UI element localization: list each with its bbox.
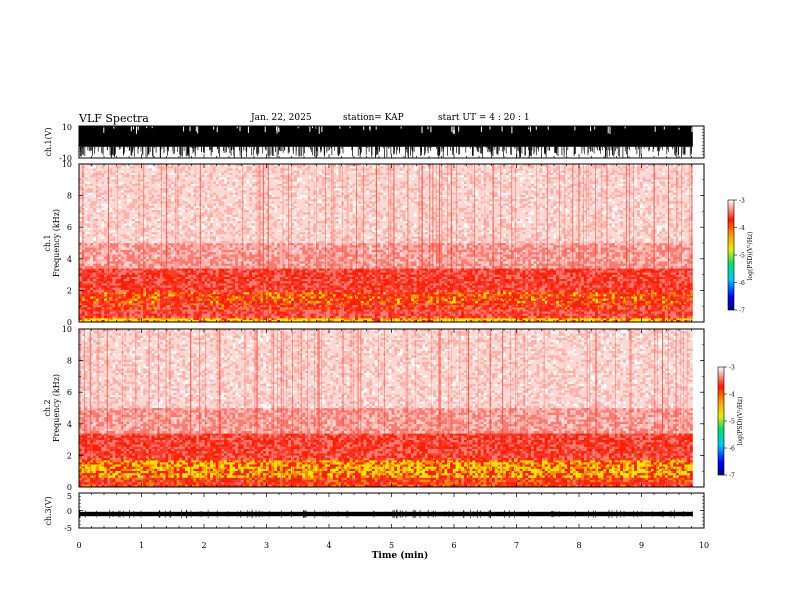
ch1-spectrogram-panel: 0 2 4 6 8 10 ch.1 Frequency (kHz) xyxy=(43,160,705,327)
time-tick-2: 2 xyxy=(201,541,206,550)
ch1-spectrogram-ytick-2: 2 xyxy=(67,286,72,295)
ch1-spectrogram-image xyxy=(79,164,705,323)
ch2-spectrogram-ytick-6: 6 xyxy=(67,388,72,397)
ch1-ytick-top: 10 xyxy=(62,123,72,132)
ch1-spectrogram-ytick-8: 8 xyxy=(67,192,72,201)
time-tick-3: 3 xyxy=(264,541,269,550)
ch1-colorbar: -3 -4 -5 -6 -7 log(PSD)(V²/Hz) xyxy=(727,198,754,315)
cb2ticks-label--3: -3 xyxy=(729,365,735,372)
ch2-spectrogram-ytick-0: 0 xyxy=(67,483,72,492)
time-tick-0: 0 xyxy=(76,541,81,550)
time-tick-1: 1 xyxy=(139,541,144,550)
time-tick-9: 9 xyxy=(639,541,644,550)
ch1-spectrogram-ylabel: Frequency (kHz) xyxy=(52,209,61,277)
ch2-spectrogram-ylabel: Frequency (kHz) xyxy=(52,374,61,442)
ch1-waveform-trace xyxy=(79,126,693,158)
ch2-spectrogram-ytick-8: 8 xyxy=(67,357,72,366)
ch2-spectrogram-image xyxy=(79,329,705,488)
header-start-time: start UT = 4 : 20 : 1 xyxy=(438,113,530,123)
time-tick-6: 6 xyxy=(451,541,456,550)
ch1-spectrogram-ytick-0: 0 xyxy=(67,318,72,327)
ch2-colorbar: -3 -4 -5 -6 -7 log(PSD)(V²/Hz) xyxy=(717,365,744,480)
time-axis-label: Time (min) xyxy=(372,550,429,561)
ch1-colorbar-ticks: -3 -4 -5 -6 -7 xyxy=(734,198,745,315)
ch3-waveform-trace xyxy=(79,509,693,519)
cb2ticks-label--4: -4 xyxy=(729,392,735,399)
ch2-colorbar-label: log(PSD)(V²/Hz) xyxy=(737,397,744,446)
time-tick-7: 7 xyxy=(514,541,519,550)
ch1-waveform-ticks xyxy=(78,125,705,159)
ch1-waveform-ylabel: ch.1(V) xyxy=(44,127,53,156)
time-axis: Time (min) 0 1 2 3 4 5 6 7 8 9 10 xyxy=(76,541,709,561)
ch2-spectrogram-ytick-10: 10 xyxy=(62,325,72,334)
ch2-colorbar-ticks: -3 -4 -5 -6 -7 xyxy=(724,365,735,480)
cb1ticks-label--7: -7 xyxy=(739,308,745,315)
time-tick-4: 4 xyxy=(326,541,331,550)
header-date: Jan. 22, 2025 xyxy=(251,113,312,123)
ch3-ytick-top: 5 xyxy=(67,492,72,501)
ch3-ytick-middle: 0 xyxy=(67,507,72,516)
cb2ticks-label--7: -7 xyxy=(729,473,735,480)
cb2ticks-label--5: -5 xyxy=(729,419,735,426)
ch1-waveform-panel: 10 -10 ch.1(V) xyxy=(44,123,705,163)
cb1ticks-label--6: -6 xyxy=(739,280,745,287)
ch1-spectrogram-channel-label: ch.1 xyxy=(43,234,52,251)
chart-title: VLF Spectra xyxy=(79,112,149,125)
ch3-waveform-ylabel: ch.3(V) xyxy=(44,496,53,525)
ch1-spectrogram-ytick-10: 10 xyxy=(62,160,72,169)
time-tick-8: 8 xyxy=(576,541,581,550)
ch3-waveform-panel: 5 0 -5 ch.3(V) xyxy=(44,492,705,533)
ch1-colorbar-label: log(PSD)(V²/Hz) xyxy=(747,232,754,281)
time-tick-10: 10 xyxy=(699,541,709,550)
ch1-ytick-bottom: -10 xyxy=(59,154,72,163)
ch1-spectrogram-ticks: 0 2 4 6 8 10 xyxy=(62,160,705,327)
ch3-ytick-bottom: -5 xyxy=(64,524,72,533)
header-station: station= KAP xyxy=(343,113,404,123)
ch3-waveform-ticks xyxy=(78,492,705,529)
ch2-spectrogram-ytick-2: 2 xyxy=(67,451,72,460)
cb2ticks-label--6: -6 xyxy=(729,446,735,453)
cb1ticks-label--3: -3 xyxy=(739,198,745,205)
time-tick-5: 5 xyxy=(389,541,394,550)
ch2-spectrogram-panel: 0 2 4 6 8 10 ch.2 Frequency (kHz) xyxy=(43,325,705,492)
ch1-spectrogram-ytick-6: 6 xyxy=(67,223,72,232)
cb1ticks-label--5: -5 xyxy=(739,253,745,260)
cb1ticks-label--4: -4 xyxy=(739,225,745,232)
ch2-spectrogram-channel-label: ch.2 xyxy=(43,399,52,416)
ch2-spectrogram-ytick-4: 4 xyxy=(67,420,72,429)
ch1-spectrogram-ytick-4: 4 xyxy=(67,255,72,264)
ch2-spectrogram-ticks: 0 2 4 6 8 10 xyxy=(62,325,705,492)
